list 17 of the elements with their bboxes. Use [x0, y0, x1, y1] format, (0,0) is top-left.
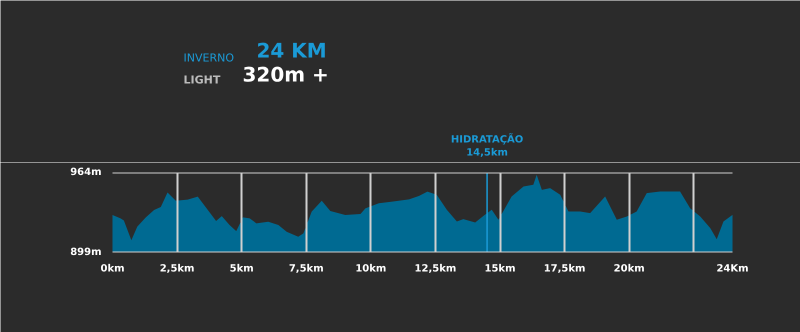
x-tick-label: 5km — [230, 264, 254, 274]
text: LIGHT — [184, 74, 221, 86]
text: 24 KM — [256, 38, 327, 62]
x-tick-label: 12,5km — [414, 264, 456, 274]
ref-line-label: HIDRATAÇÃO 14,5km — [450, 132, 524, 158]
x-tick-label: 10km — [355, 264, 386, 274]
x-tick-label: 15km — [484, 264, 516, 274]
x-tick-label: 0km — [100, 264, 125, 274]
x-tick-label: 20km — [614, 264, 645, 274]
y-tick-label: 899m — [70, 247, 102, 258]
x-tick-label: 17,5km — [544, 264, 586, 274]
x-tick-label: 2,5km — [160, 264, 194, 274]
y-tick-label: 964m — [70, 167, 102, 178]
x-tick-label: 7,5km — [288, 264, 324, 274]
text: INVERNO — [184, 52, 234, 64]
x-tick-label: 24Km — [716, 264, 749, 274]
text: 320m + — [242, 62, 329, 86]
